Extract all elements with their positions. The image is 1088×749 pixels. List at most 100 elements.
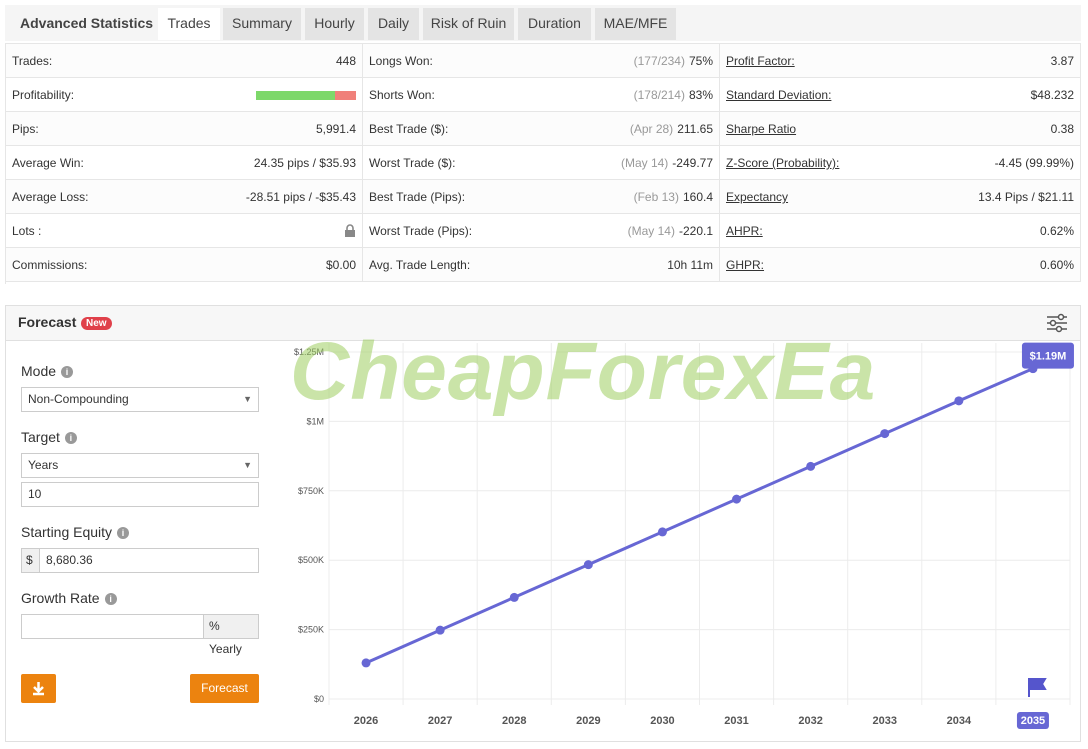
stat-value-wrap: 5,991.4 — [316, 112, 356, 146]
point — [657, 527, 667, 537]
download-button[interactable] — [21, 674, 56, 703]
stat-note: (177/234) — [633, 54, 685, 68]
stat-cell: Standard Deviation: $48.232 — [720, 78, 1081, 112]
stat-note: (Apr 28) — [629, 122, 674, 136]
stat-value: $0.00 — [325, 258, 356, 272]
profit-bar-segment — [335, 91, 356, 101]
stat-label: Avg. Trade Length: — [369, 258, 471, 272]
x-tick-label: 2026 — [354, 715, 378, 727]
stat-cell: Trades: 448 — [6, 44, 363, 78]
equity-input[interactable]: 8,680.36 — [39, 548, 259, 573]
stat-value: 0.60% — [1039, 258, 1074, 272]
settings-icon[interactable] — [1046, 312, 1068, 334]
stat-value: 10h 11m — [667, 258, 713, 272]
stat-cell: Best Trade (Pips): (Feb 13) 160.4 — [363, 180, 720, 214]
stat-value-wrap: 10h 11m — [667, 248, 713, 282]
value-label: $1.19M — [1030, 351, 1067, 363]
stat-cell: Longs Won: (177/234) 75% — [363, 44, 720, 78]
growth-input[interactable] — [21, 614, 204, 639]
stat-label: Best Trade ($): — [369, 122, 449, 136]
stat-value: 211.65 — [677, 122, 713, 136]
x-tick-label: 2027 — [428, 715, 452, 727]
mode-select[interactable]: Non-Compounding ▼ — [21, 387, 259, 412]
equity-label: Starting Equity i — [21, 524, 130, 540]
stat-value-wrap: 24.35 pips / $35.93 — [254, 146, 356, 180]
profit-bar — [256, 91, 356, 101]
stat-value-wrap: (Feb 13) 160.4 — [634, 180, 713, 214]
stats-table: Trades: 448 Profitability: Pips: 5,991.4 Aver… — [5, 43, 1081, 284]
growth-addon: % Yearly — [203, 614, 259, 656]
growth-label-text: Growth Rate — [21, 590, 100, 606]
new-badge: New — [81, 317, 112, 330]
x-tick-label: 2033 — [873, 715, 897, 727]
forecast-title: Forecast — [18, 314, 77, 330]
stat-value-wrap: (177/234) 75% — [634, 44, 713, 78]
stat-value: -28.51 pips / -$35.43 — [245, 190, 356, 204]
stat-value: 448 — [335, 54, 356, 68]
tab-bar-title: Advanced Statistics — [20, 15, 154, 31]
stat-cell: Average Loss: -28.51 pips / -$35.43 — [6, 180, 363, 214]
stat-label: Trades: — [12, 54, 53, 68]
stat-label: Sharpe Ratio — [726, 122, 797, 136]
x-tick-highlight — [1016, 712, 1049, 729]
point — [435, 625, 445, 635]
forecast-header — [6, 306, 1080, 341]
tab[interactable]: Trades — [158, 8, 220, 40]
stat-note: (May 14) — [620, 156, 669, 170]
stat-value: -4.45 (99.99%) — [994, 156, 1074, 170]
target-label: Target i — [21, 429, 77, 445]
stat-value-wrap: (May 14) -249.77 — [621, 146, 713, 180]
stat-cell: Z-Score (Probability): -4.45 (99.99%) — [720, 146, 1081, 180]
tab[interactable]: Risk of Ruin — [423, 8, 514, 40]
y-tick-label: $500K — [298, 555, 324, 565]
tab[interactable]: Hourly — [305, 8, 364, 40]
point — [583, 560, 593, 570]
stat-note: (May 14) — [627, 224, 675, 238]
equity-label-text: Starting Equity — [21, 524, 113, 540]
stat-cell: Shorts Won: (178/214) 83% — [363, 78, 720, 112]
stat-value-wrap: (May 14) -220.1 — [628, 214, 713, 248]
tab[interactable]: Summary — [223, 8, 301, 40]
stat-value: 75% — [688, 54, 713, 68]
target-input[interactable]: 10 — [21, 482, 259, 507]
stat-value: -249.77 — [672, 156, 713, 170]
stat-value-wrap: (Apr 28) 211.65 — [630, 112, 713, 146]
forecast-button[interactable]: Forecast — [190, 674, 259, 703]
stat-cell: Avg. Trade Length: 10h 11m — [363, 248, 720, 282]
stat-label: Lots : — [12, 224, 42, 238]
stat-value-wrap: (178/214) 83% — [634, 78, 713, 112]
stat-label: Profit Factor: — [726, 54, 795, 68]
x-tick-label: 2035 — [1021, 715, 1045, 727]
line — [365, 367, 1034, 665]
point — [954, 396, 964, 406]
stat-value-wrap — [256, 78, 356, 112]
stat-value-wrap: 448 — [336, 44, 356, 78]
x-tick-label: 2029 — [576, 715, 600, 727]
stat-label: Average Win: — [12, 156, 84, 170]
target-select[interactable]: Years ▼ — [21, 453, 259, 478]
stat-note: (Feb 13) — [633, 190, 679, 204]
stat-cell: Lots : — [6, 214, 363, 248]
stat-value: $48.232 — [1030, 88, 1074, 102]
tab[interactable]: Daily — [368, 8, 419, 40]
profit-bar-segment — [256, 91, 335, 101]
x-tick-label: 2032 — [798, 715, 822, 727]
x-tick-label: 2028 — [502, 715, 526, 727]
stat-label: GHPR: — [726, 258, 765, 272]
point — [361, 658, 371, 668]
stat-label: Worst Trade ($): — [369, 156, 456, 170]
tab[interactable]: Duration — [518, 8, 591, 40]
target-label-text: Target — [21, 429, 60, 445]
stat-value-wrap: -4.45 (99.99%) — [995, 146, 1074, 180]
stat-cell: Worst Trade (Pips): (May 14) -220.1 — [363, 214, 720, 248]
y-tick-label: $750K — [298, 486, 324, 496]
stat-label: Average Loss: — [12, 190, 89, 204]
mode-label: Mode i — [21, 363, 74, 379]
y-tick-label: $1.25M — [294, 347, 324, 357]
mode-label-text: Mode — [21, 363, 57, 379]
stat-label: Expectancy — [726, 190, 789, 204]
point — [880, 429, 890, 439]
stat-note: (178/214) — [633, 88, 685, 102]
tab[interactable]: MAE/MFE — [595, 8, 676, 40]
